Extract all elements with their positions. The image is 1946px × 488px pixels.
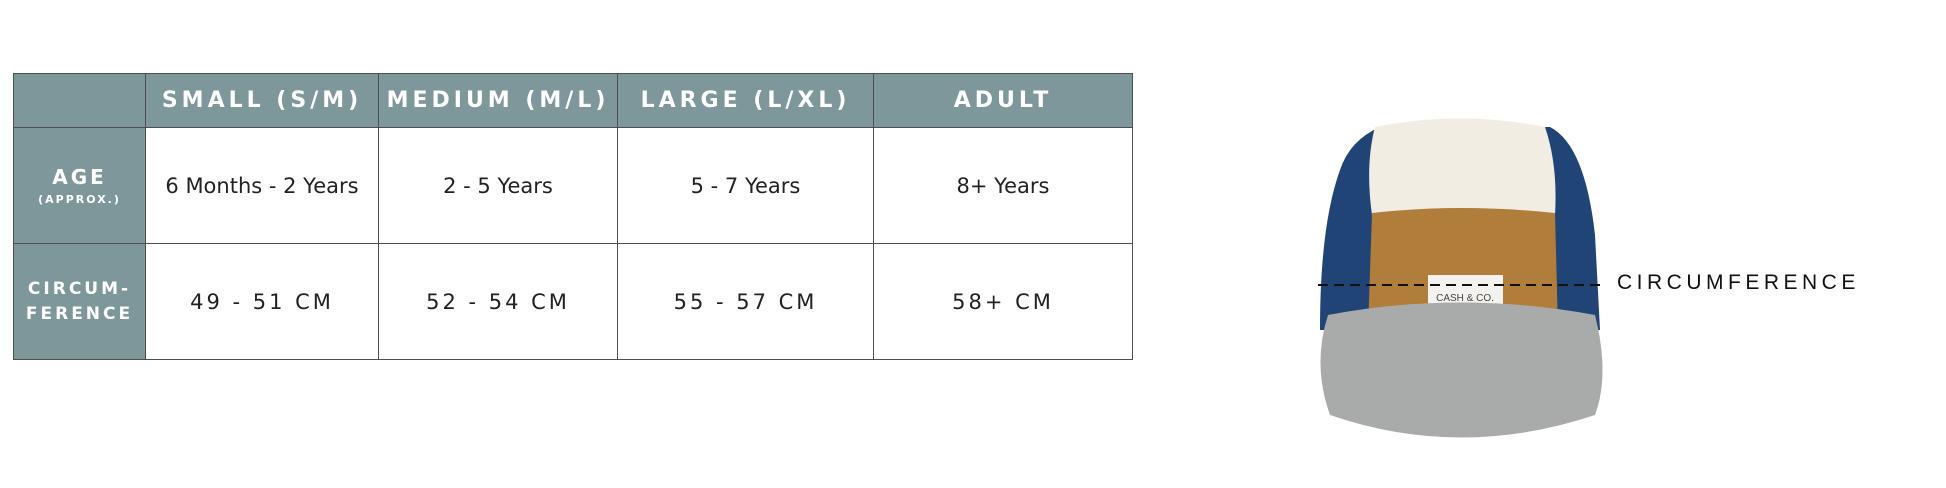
circ-medium: 52 - 54 CM xyxy=(378,243,618,360)
row-header-age: AGE (APPROX.) xyxy=(13,127,146,244)
circumference-label: CIRCUMFERENCE xyxy=(1617,271,1860,294)
age-small: 6 Months - 2 Years xyxy=(145,127,379,244)
col-header-small: SMALL (S/M) xyxy=(145,73,379,128)
col-header-medium: MEDIUM (M/L) xyxy=(378,73,618,128)
circ-label-line1: CIRCUM- xyxy=(27,278,132,299)
circ-adult: 58+ CM xyxy=(873,243,1133,360)
row-header-circumference: CIRCUM- FERENCE xyxy=(13,243,146,360)
age-large: 5 - 7 Years xyxy=(617,127,874,244)
hat-front-panel xyxy=(1368,208,1558,330)
hat-crown-panel xyxy=(1369,118,1556,215)
size-chart-table: SMALL (S/M) MEDIUM (M/L) LARGE (L/XL) AD… xyxy=(13,73,1133,360)
hat-image: CASH & CO. xyxy=(1318,118,1603,438)
hat-brand-text: CASH & CO. xyxy=(1436,293,1494,304)
circ-label-line2: FERENCE xyxy=(25,303,134,324)
circ-large: 55 - 57 CM xyxy=(617,243,874,360)
hat-brim xyxy=(1320,302,1603,438)
col-header-large: LARGE (L/XL) xyxy=(617,73,874,128)
age-label: AGE xyxy=(52,165,107,189)
table-row-age: AGE (APPROX.) 6 Months - 2 Years 2 - 5 Y… xyxy=(13,127,1133,244)
circ-small: 49 - 51 CM xyxy=(145,243,379,360)
table-row-circumference: CIRCUM- FERENCE 49 - 51 CM 52 - 54 CM 55… xyxy=(13,243,1133,360)
age-adult: 8+ Years xyxy=(873,127,1133,244)
col-header-adult: ADULT xyxy=(873,73,1133,128)
corner-cell xyxy=(13,73,146,128)
age-sublabel: (APPROX.) xyxy=(38,193,121,206)
header-row: SMALL (S/M) MEDIUM (M/L) LARGE (L/XL) AD… xyxy=(13,73,1133,128)
age-medium: 2 - 5 Years xyxy=(378,127,618,244)
